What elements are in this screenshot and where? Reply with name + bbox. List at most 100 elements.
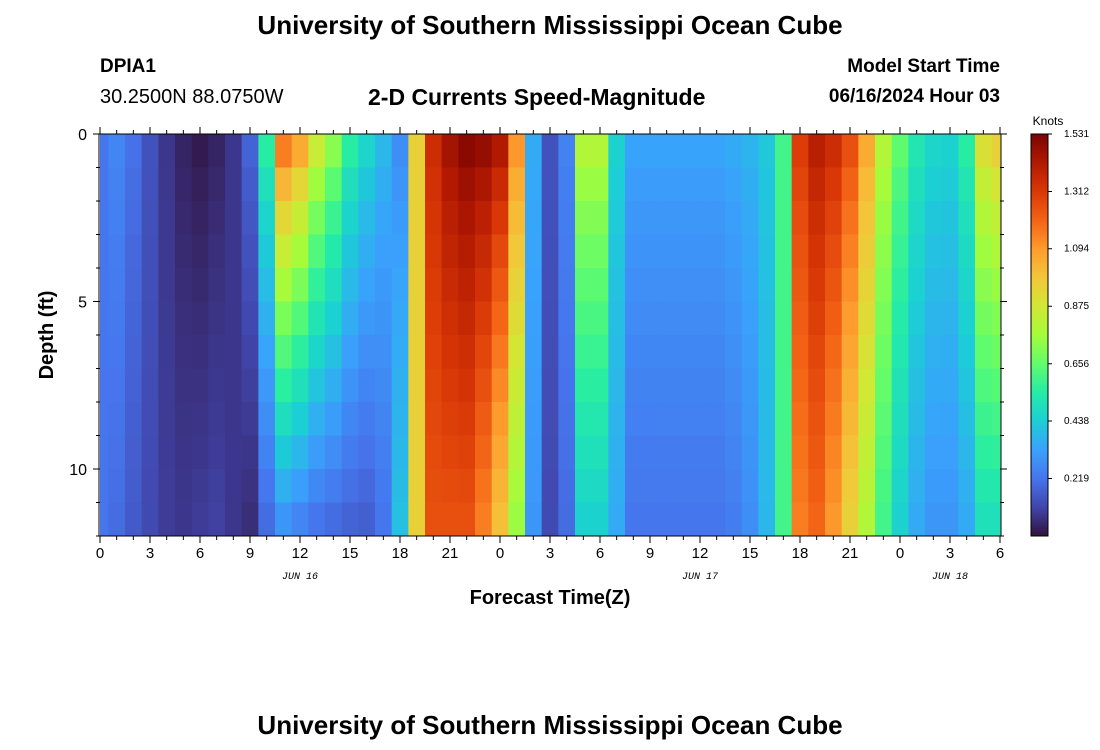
heatmap-cell (541, 469, 559, 503)
heatmap-cell (841, 402, 859, 436)
heatmap-cell (425, 469, 443, 503)
heatmap-cell (391, 268, 409, 302)
heatmap-cell (725, 167, 743, 202)
x-tick-label: 3 (146, 545, 154, 562)
heatmap-cell (100, 301, 109, 336)
heatmap-cell (275, 368, 293, 403)
heatmap-cell (958, 167, 976, 202)
heatmap-cell (508, 134, 526, 168)
x-tick-label: 18 (392, 545, 409, 562)
heatmap-cell (791, 335, 809, 369)
heatmap-cell (191, 502, 209, 537)
heatmap-cell (308, 134, 326, 168)
heatmap-cell (325, 502, 343, 537)
heatmap-cell (441, 301, 459, 336)
heatmap-cell (841, 167, 859, 202)
heatmap-cell (308, 201, 326, 235)
heatmap-cell (191, 335, 209, 369)
heatmap-cell (191, 368, 209, 403)
heatmap-cell (841, 335, 859, 369)
heatmap-cell (358, 134, 376, 168)
heatmap-cell (791, 167, 809, 202)
heatmap-cell (541, 402, 559, 436)
heatmap-cell (575, 167, 593, 202)
heatmap-cell (175, 469, 193, 503)
x-tick-label: 6 (596, 545, 604, 562)
heatmap-cell (308, 335, 326, 369)
heatmap-cell (241, 335, 259, 369)
heatmap-cell (575, 469, 593, 503)
heatmap-cell (841, 234, 859, 269)
heatmap-cell (408, 268, 426, 302)
heatmap-cell (725, 268, 743, 302)
x-axis-label: Forecast Time(Z) (470, 587, 631, 609)
heatmap-cell (791, 502, 809, 537)
heatmap-cell (208, 201, 226, 235)
heatmap-cell (908, 201, 926, 235)
heatmap-cell (875, 268, 893, 302)
heatmap-cell (991, 301, 1001, 336)
heatmap-cell (225, 201, 243, 235)
heatmap-cell (641, 201, 659, 235)
heatmap-cell (541, 301, 559, 336)
heatmap-cell (591, 469, 609, 503)
heatmap-cell (425, 234, 443, 269)
heatmap-cell (258, 435, 276, 470)
heatmap-cell (925, 368, 943, 403)
heatmap-cell (125, 502, 143, 537)
heatmap-cell (141, 167, 159, 202)
heatmap-cell (791, 469, 809, 503)
heatmap-cell (925, 335, 943, 369)
heatmap-cell (691, 134, 709, 168)
footer-title: University of Southern Mississippi Ocean… (257, 710, 843, 740)
heatmap-cell (891, 301, 909, 336)
heatmap-cell (575, 234, 593, 269)
heatmap-cell (608, 402, 626, 436)
heatmap-cell (891, 167, 909, 202)
heatmap-cell (541, 268, 559, 302)
heatmap-cell (908, 167, 926, 202)
heatmap-cell (775, 301, 793, 336)
heatmap-cell (625, 134, 643, 168)
heatmap-cell (275, 301, 293, 336)
heatmap-cell (291, 201, 309, 235)
heatmap-cell (991, 402, 1001, 436)
heatmap-cell (425, 301, 443, 336)
heatmap-cell (841, 502, 859, 537)
heatmap-cell (108, 335, 126, 369)
heatmap-cell (658, 301, 676, 336)
heatmap-cell (408, 167, 426, 202)
heatmap-cell (691, 469, 709, 503)
heatmap-cell (208, 402, 226, 436)
heatmap-cell (808, 301, 826, 336)
heatmap-cell (408, 335, 426, 369)
heatmap-cell (225, 167, 243, 202)
heatmap-cell (575, 402, 593, 436)
heatmap-cell (225, 469, 243, 503)
heatmap-cell (691, 368, 709, 403)
heatmap-cell (475, 502, 493, 537)
heatmap-cell (758, 301, 776, 336)
heatmap-cell (375, 134, 393, 168)
heatmap-cell (141, 201, 159, 235)
heatmap-cell (941, 301, 959, 336)
heatmap-cell (525, 502, 543, 537)
heatmap-cell (458, 335, 476, 369)
heatmap-cell (375, 167, 393, 202)
heatmap-cell (475, 301, 493, 336)
heatmap-cell (358, 234, 376, 269)
heatmap-cell (658, 502, 676, 537)
heatmap-cell (658, 201, 676, 235)
heatmap-cell (458, 435, 476, 470)
heatmap-cell (358, 335, 376, 369)
heatmap-cell (841, 368, 859, 403)
heatmap-cell (508, 301, 526, 336)
heatmap-cell (691, 502, 709, 537)
heatmap-cell (108, 368, 126, 403)
heatmap-cell (941, 435, 959, 470)
heatmap-cell (191, 268, 209, 302)
heatmap-cell (908, 234, 926, 269)
heatmap-cell (225, 268, 243, 302)
heatmap-cell (808, 502, 826, 537)
heatmap-cell (125, 134, 143, 168)
